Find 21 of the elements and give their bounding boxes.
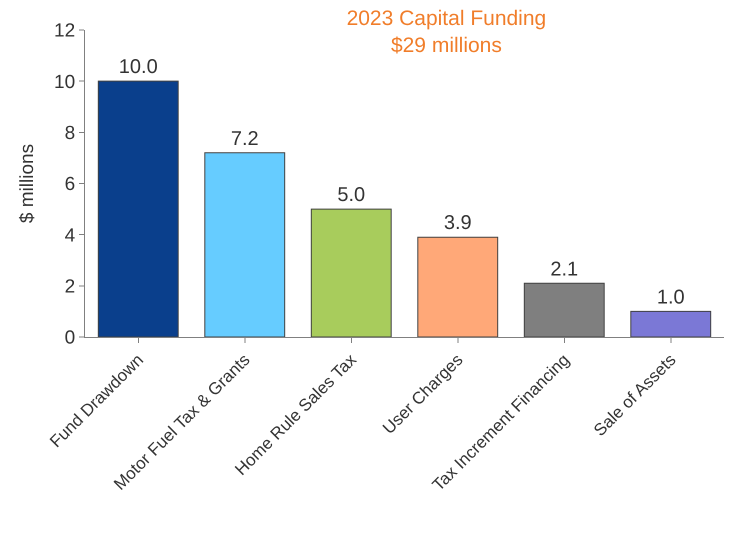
bar xyxy=(630,310,712,337)
y-tick-label: 2 xyxy=(64,276,76,298)
y-tick-label: 8 xyxy=(64,122,76,144)
chart-title: 2023 Capital Funding xyxy=(346,6,546,30)
data-label: 10.0 xyxy=(118,56,158,78)
data-label: 3.9 xyxy=(444,212,472,234)
y-tick-label: 6 xyxy=(64,174,76,196)
bar xyxy=(310,208,392,337)
data-label: 2.1 xyxy=(550,258,578,280)
data-label: 7.2 xyxy=(230,128,259,150)
y-tick-label: 4 xyxy=(64,225,76,246)
bar xyxy=(417,236,498,337)
chart-subtitle: $29 millions xyxy=(390,34,502,58)
y-axis-title: $ millions xyxy=(16,144,38,224)
y-tick-label: 10 xyxy=(54,72,76,93)
bar xyxy=(204,152,286,337)
y-tick-label: 0 xyxy=(64,328,76,349)
data-label: 1.0 xyxy=(656,286,685,308)
bar xyxy=(98,80,179,337)
data-label: 5.0 xyxy=(337,184,366,206)
y-tick-label: 12 xyxy=(54,20,76,42)
